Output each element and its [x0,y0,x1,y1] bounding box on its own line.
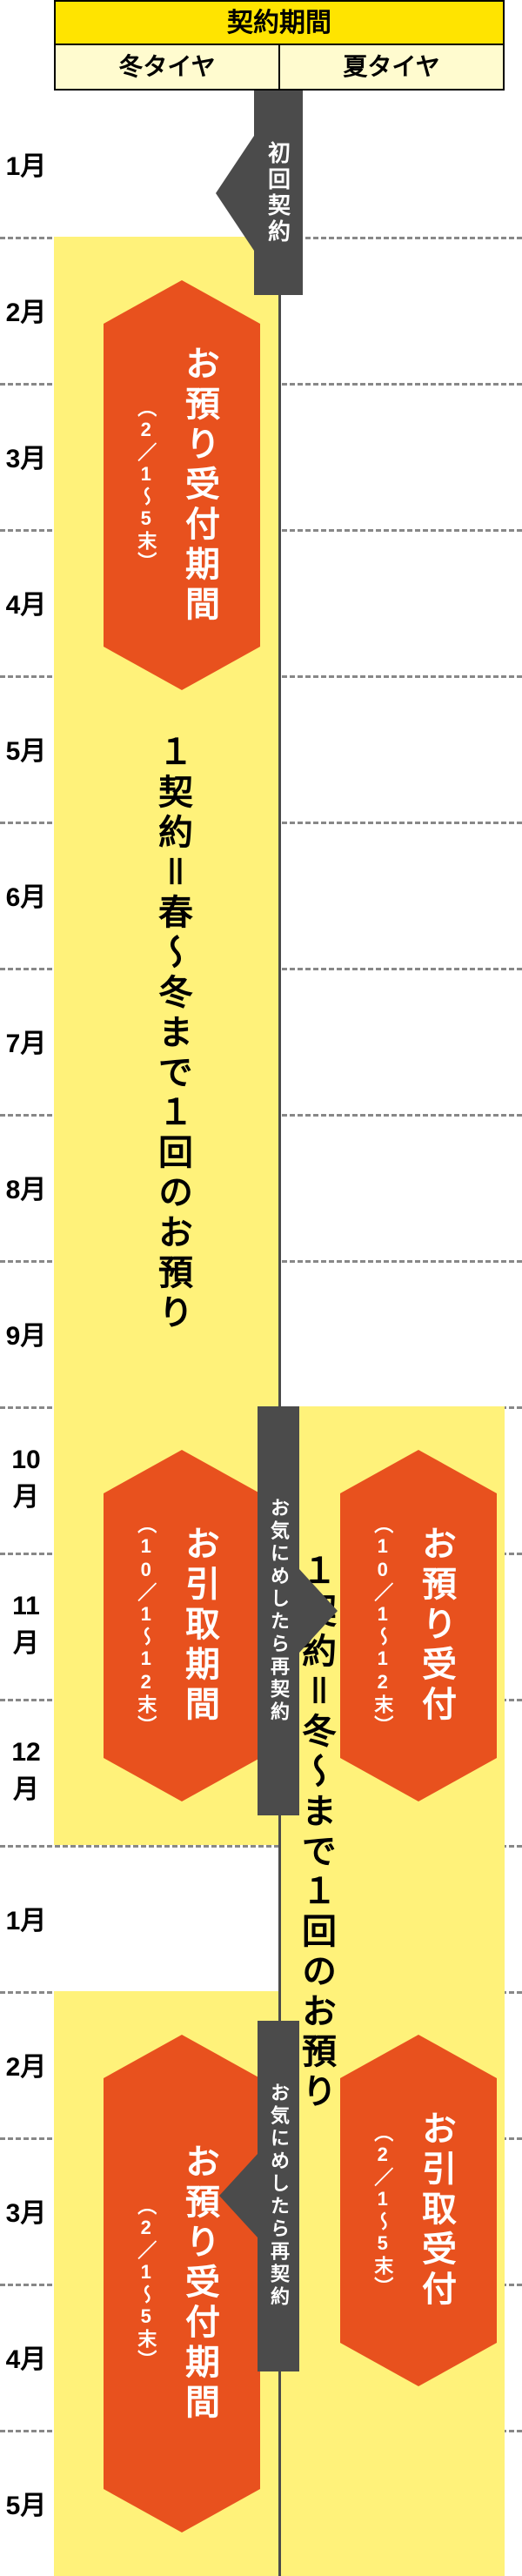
hex-sub-text: （10／1〜12末） [368,1493,396,1757]
month-label: 7月 [0,1022,52,1060]
month-label: 6月 [0,875,52,914]
header-col-summer: 夏タイヤ [278,45,503,89]
month-label: 1月 [0,144,52,183]
hex-main-text: お預り受付期間 [174,2078,224,2488]
month-label: 2月 [0,2045,52,2083]
hex-main-text: お引取期間 [174,1493,224,1757]
month-label: 2月 [0,291,52,329]
page: 契約期間 冬タイヤ 夏タイヤ 1月2月3月4月5月6月7月8月9月10月11月1… [0,0,522,2576]
pickup-summer: お引取受付 （2／1〜5末） [340,2078,498,2342]
hex-main-text: お預り受付期間 [174,324,224,646]
month-label: 5月 [0,2484,52,2522]
month-label: 4月 [0,2338,52,2376]
deposit-winter-2: お預り受付期間 （2／1〜5末） [104,2078,261,2488]
pickup-winter: お引取期間 （10／1〜12末） [104,1493,261,1757]
month-label: 10月 [0,1446,52,1513]
hex-sub-text: （2／1〜5末） [131,2078,159,2488]
hex-main-text: お引取受付 [411,2078,461,2342]
hex-sub-text: （2／1〜5末） [131,324,159,646]
month-label: 8月 [0,1168,52,1206]
header: 契約期間 冬タイヤ 夏タイヤ [54,0,505,91]
header-col-winter: 冬タイヤ [56,45,278,89]
deposit-winter-1: お預り受付期間 （2／1〜5末） [104,324,261,646]
month-label: 3月 [0,2191,52,2230]
contract-desc-1: １契約＝春〜冬まで１回のお預り [147,734,197,1435]
month-label: 1月 [0,1899,52,1937]
month-label: 3月 [0,437,52,475]
header-title: 契約期間 [56,2,503,45]
timeline: 1月 2月 3月 4月 5月 6月 7月 8月 9月 10月 11月 12月 1月 2月 3月 4月 5月 １契約… [0,91,522,2576]
month-label: 11月 [0,1592,52,1660]
initial-contract: 初回契約 [254,91,303,295]
deposit-summer: お預り受付 （10／1〜12末） [340,1493,498,1757]
month-label: 12月 [0,1738,52,1806]
hex-sub-text: （2／1〜5末） [368,2078,396,2342]
hex-main-text: お預り受付 [411,1493,461,1757]
month-label: 5月 [0,729,52,768]
hex-sub-text: （10／1〜12末） [131,1493,159,1757]
header-cols: 冬タイヤ 夏タイヤ [56,45,503,89]
renew-left: お気にめしたら再契約 [258,2021,299,2371]
month-label: 9月 [0,1314,52,1352]
renew-right: お気にめしたら再契約 [258,1406,299,1815]
month-label: 4月 [0,583,52,621]
